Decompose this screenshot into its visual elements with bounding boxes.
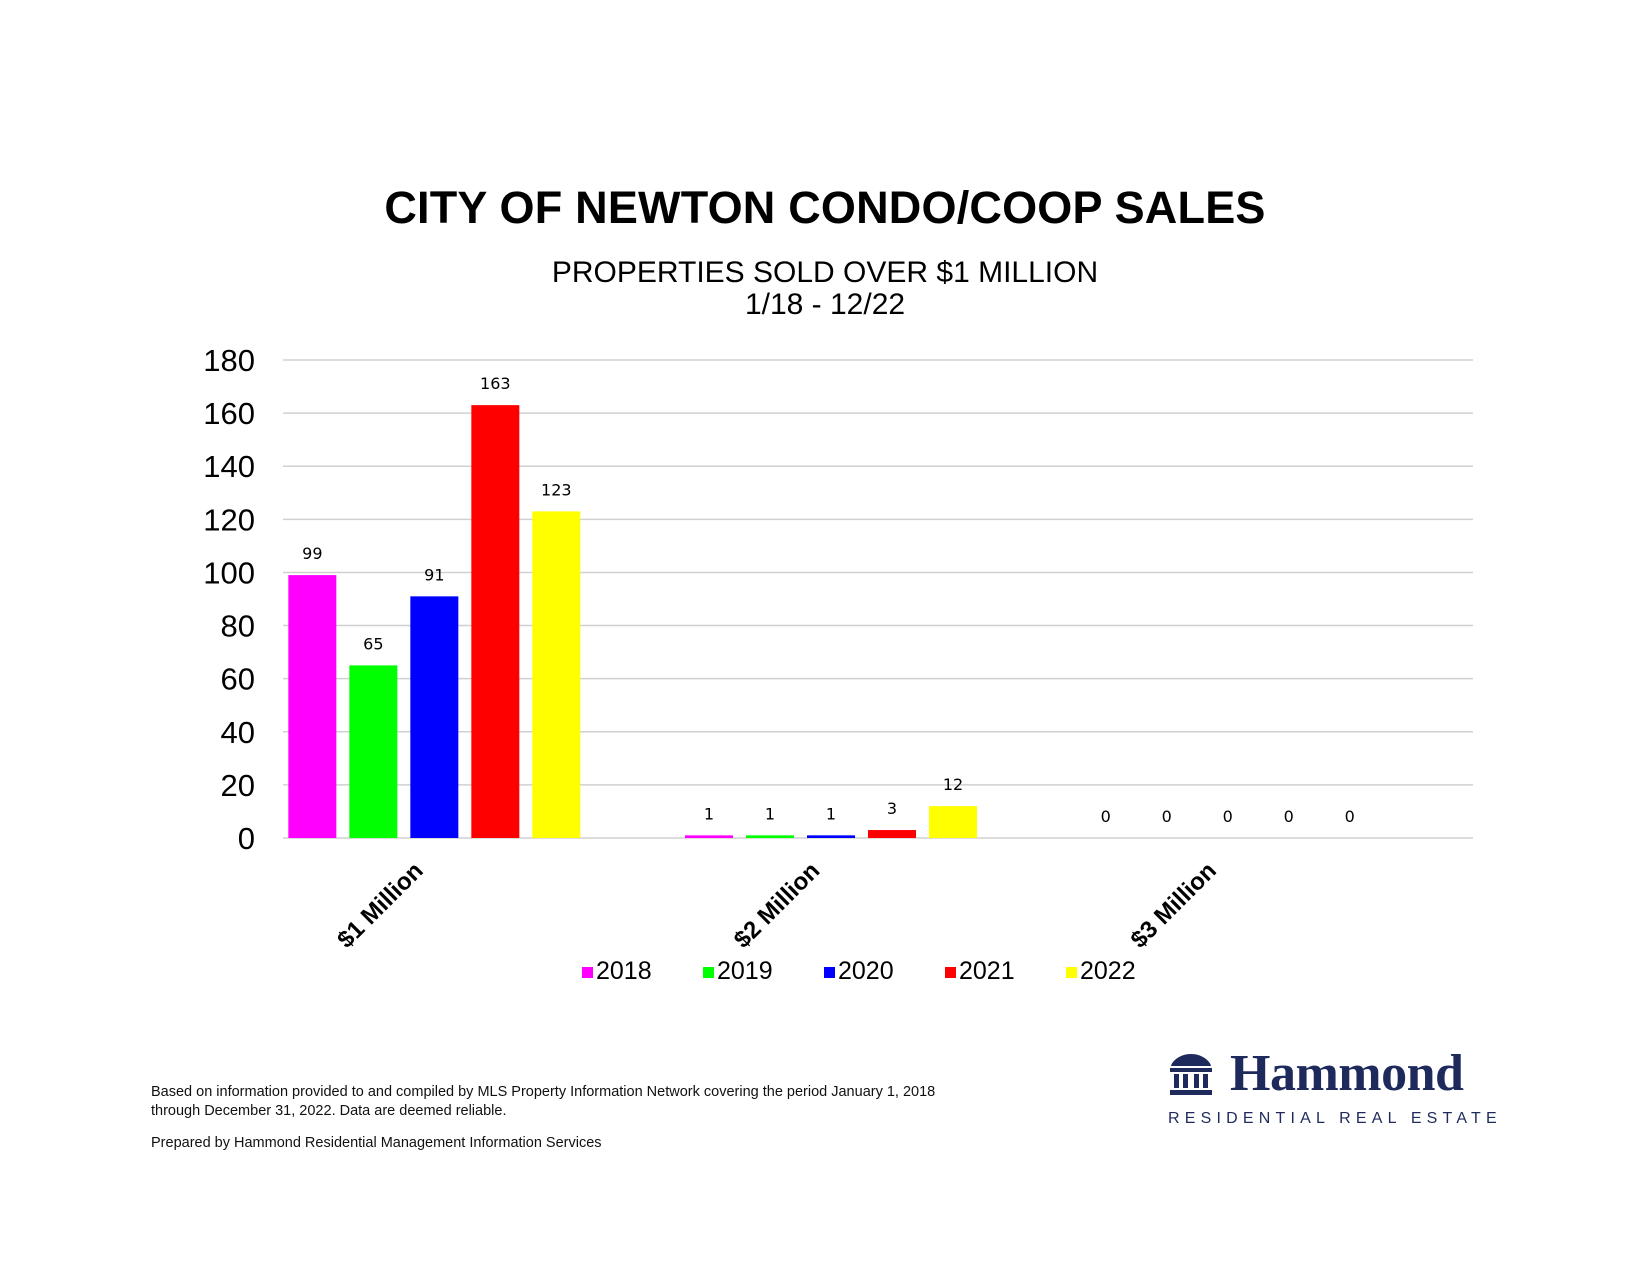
legend-swatch (824, 967, 835, 978)
building-columns-icon (1170, 1054, 1212, 1095)
y-tick-label: 160 (203, 396, 255, 431)
y-tick-label: 80 (221, 609, 255, 644)
data-label: 1 (826, 804, 836, 823)
bar (929, 806, 977, 838)
bar (288, 575, 337, 838)
data-label: 163 (480, 374, 511, 393)
data-label: 1 (765, 804, 775, 823)
legend-swatch (703, 967, 714, 978)
legend-swatch (1066, 967, 1077, 978)
y-tick-label: 120 (203, 502, 255, 537)
y-tick-label: 60 (221, 662, 255, 697)
x-tick-label: $3 Million (1125, 857, 1221, 953)
chart-subtitle: PROPERTIES SOLD OVER $1 MILLION (551, 256, 1099, 289)
x-tick-label: $1 Million (332, 857, 428, 953)
x-tick-label: $2 Million (729, 857, 825, 953)
legend-label: 2021 (959, 957, 1015, 985)
data-label: 65 (363, 634, 383, 653)
legend-label: 2019 (717, 957, 773, 985)
prepared-by-note: Prepared by Hammond Residential Manageme… (151, 1135, 602, 1151)
legend-label: 2018 (596, 957, 652, 985)
data-label: 0 (1162, 807, 1172, 826)
data-label: 0 (1223, 807, 1233, 826)
data-label: 1 (704, 804, 714, 823)
legend-swatch (582, 967, 593, 978)
source-note-line-1: Based on information provided to and com… (151, 1084, 936, 1100)
y-tick-label: 0 (238, 821, 255, 856)
data-label: 0 (1101, 807, 1111, 826)
source-note-line-2: through December 31, 2022. Data are deem… (151, 1103, 507, 1119)
y-tick-label: 100 (203, 555, 255, 590)
chart-title: CITY OF NEWTON CONDO/COOP SALES (384, 182, 1266, 233)
y-tick-label: 20 (221, 768, 255, 803)
bar (349, 665, 398, 838)
logo-wordmark: Hammond (1230, 1045, 1464, 1102)
legend-label: 2020 (838, 957, 894, 985)
data-label: 91 (424, 565, 444, 584)
logo-tagline: RESIDENTIAL REAL ESTATE (1168, 1110, 1502, 1127)
y-tick-label: 140 (203, 449, 255, 484)
bar (471, 405, 520, 838)
legend-label: 2022 (1080, 957, 1136, 985)
data-label: 123 (541, 480, 572, 499)
chart-date-range: 1/18 - 12/22 (744, 288, 906, 321)
bar (685, 835, 733, 838)
data-label: 0 (1345, 807, 1355, 826)
data-label: 99 (302, 544, 322, 563)
data-label: 12 (943, 775, 963, 794)
legend-swatch (945, 967, 956, 978)
bar (807, 835, 855, 838)
bar (746, 835, 794, 838)
bar (410, 596, 459, 838)
y-tick-label: 40 (221, 715, 255, 750)
bar (532, 511, 581, 838)
data-label: 0 (1284, 807, 1294, 826)
bar (868, 830, 916, 838)
y-tick-label: 180 (203, 343, 255, 378)
hammond-logo: Hammond RESIDENTIAL REAL ESTATE (1168, 1045, 1497, 1130)
data-label: 3 (887, 799, 897, 818)
